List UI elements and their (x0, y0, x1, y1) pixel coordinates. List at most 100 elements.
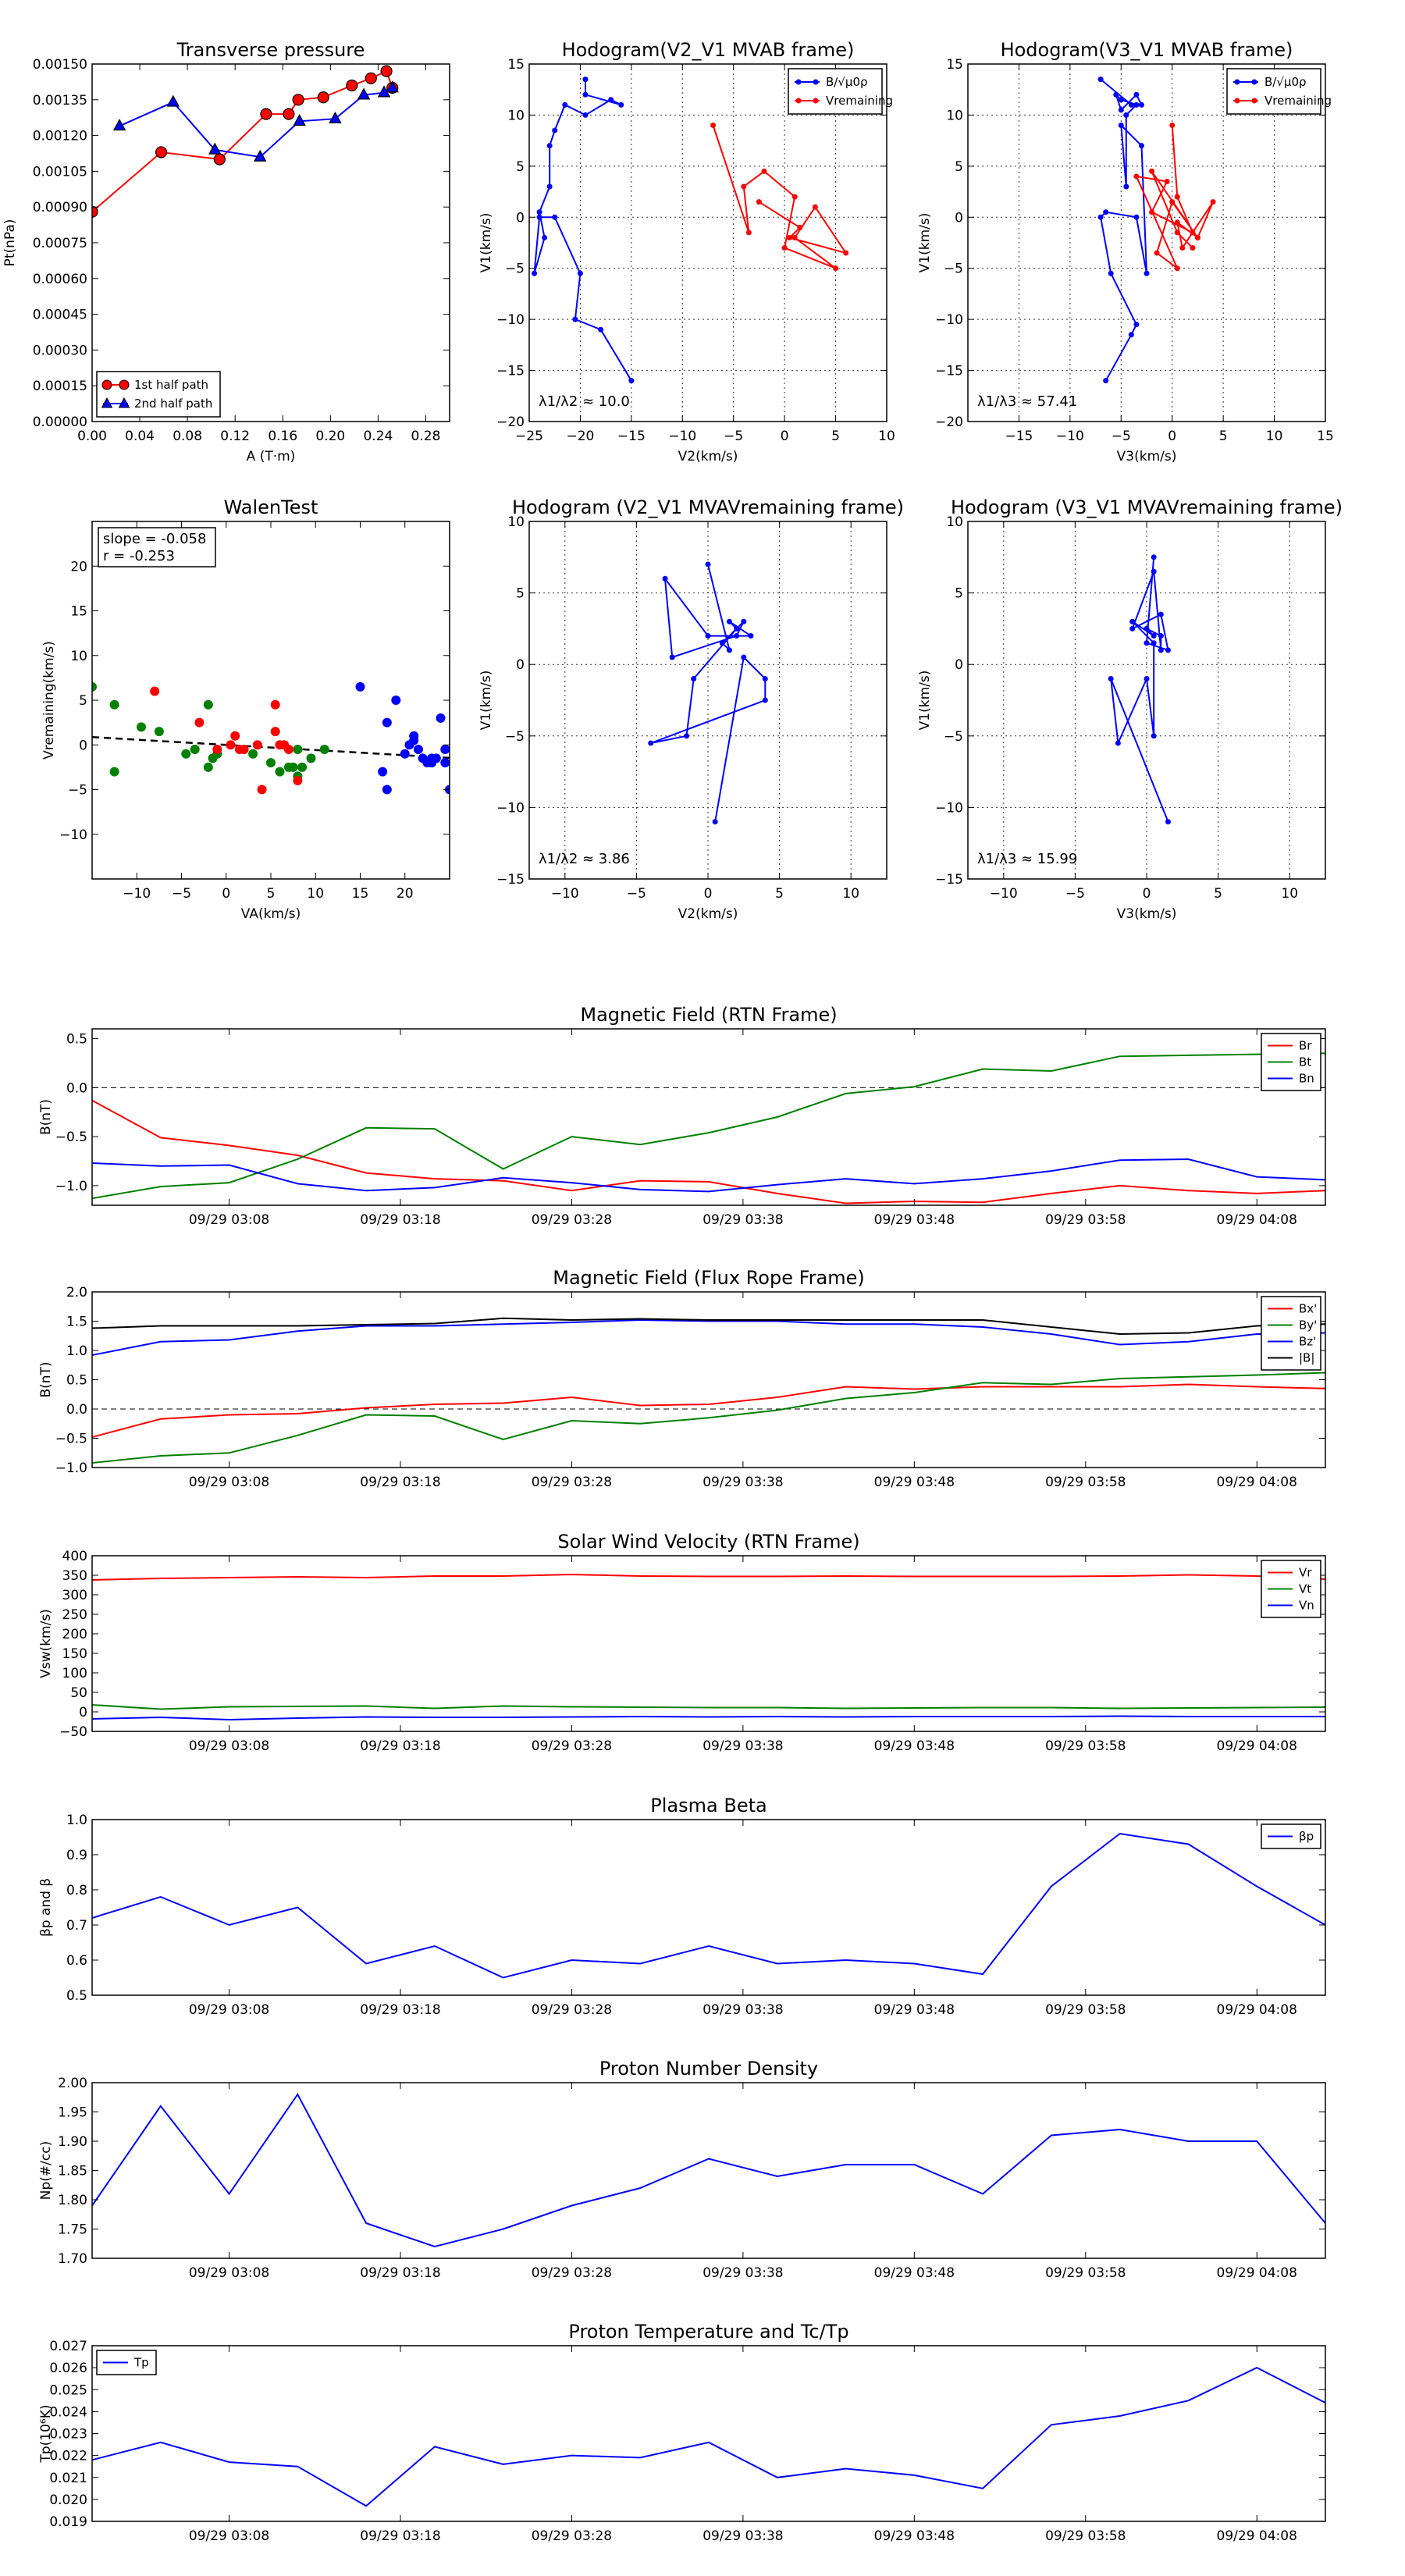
x-tick-label: −15 (617, 429, 646, 444)
series-line (92, 1383, 1325, 1438)
data-point (726, 647, 732, 653)
plot-frame (91, 1555, 1326, 1732)
data-point (382, 785, 392, 795)
x-tick-label: −10 (668, 429, 696, 444)
y-tick-label: 5 (516, 159, 525, 175)
data-point (1133, 173, 1140, 180)
y-tick-label: 1.5 (66, 1315, 87, 1330)
x-tick-label: 0 (1168, 429, 1176, 444)
chart-title: Hodogram(V2_V1 MVAB frame) (562, 39, 855, 61)
legend-entry: Bz' (1268, 1335, 1316, 1349)
series-p (92, 1832, 1325, 1979)
data-point (1128, 332, 1134, 338)
data-point (761, 168, 767, 174)
series-bt (92, 1052, 1325, 1200)
y-tick-label: −1.0 (55, 1179, 87, 1194)
x-tick-label: 09/29 03:58 (1045, 1475, 1126, 1490)
x-tick-label: 09/29 03:38 (702, 2265, 783, 2281)
y-axis-label: V1(km/s) (478, 213, 494, 273)
annotation-text: λ1/λ3 ≈ 57.41 (977, 393, 1077, 410)
series-line (92, 1317, 1325, 1336)
chart-walentest: −10 −5 0 5 10 15 20 −10 −5 0 5 10 15 20 WalenTest VA(km… (41, 496, 450, 922)
chart-title: Transverse pressure (176, 39, 365, 61)
y-tick-label: 1.0 (66, 1813, 87, 1828)
x-tick-label: 0 (704, 886, 713, 902)
y-tick-label: −15 (496, 364, 525, 379)
x-tick-label: −5 (724, 429, 743, 444)
grid (529, 521, 887, 879)
data-point (440, 758, 450, 768)
data-point (1158, 633, 1164, 639)
x-tick-label: 09/29 03:28 (532, 1212, 612, 1228)
data-point (283, 108, 295, 120)
x-tick-label: 09/29 03:08 (189, 2265, 269, 2281)
y-tick-label: 0.00135 (33, 93, 87, 109)
ticks: −10 −5 0 5 10 15 20 −10 −5 0 5 10 15 20 (59, 521, 450, 902)
y-tick-label: 150 (62, 1646, 87, 1662)
chart-title: Solar Wind Velocity (RTN Frame) (557, 1531, 859, 1553)
y-tick-label: 0.019 (49, 2514, 87, 2530)
data-point (213, 153, 226, 165)
y-tick-label: 0.00090 (33, 200, 87, 215)
y-tick-label: −10 (496, 800, 525, 816)
x-tick-label: 10 (1281, 886, 1298, 902)
chart-title: Magnetic Field (RTN Frame) (580, 1004, 837, 1026)
y-tick-label: 1.95 (58, 2105, 87, 2121)
x-tick-label: 09/29 04:08 (1217, 1212, 1297, 1228)
y-tick-label: 1.75 (58, 2222, 87, 2238)
data-point (1144, 625, 1150, 632)
legend-entry: |B| (1268, 1351, 1314, 1365)
data-point (762, 676, 768, 682)
data-point (812, 204, 818, 210)
series-line (92, 1832, 1325, 1979)
chart-title: WalenTest (224, 496, 318, 518)
data-point (436, 713, 446, 723)
data-point (552, 127, 558, 133)
legend-label: 1st half path (134, 378, 208, 392)
x-tick-label: 5 (1219, 429, 1228, 444)
annotation-box (98, 527, 216, 568)
legend-entry: Bx' (1268, 1302, 1317, 1316)
series-line (92, 2366, 1325, 2507)
data-point (608, 97, 614, 103)
ticks: 09/29 03:08 09/29 03:18 09/29 03:28 09/29 0… (59, 1549, 1325, 1754)
series-line (650, 564, 767, 822)
y-tick-label: 0.00150 (33, 57, 87, 73)
data-point (1154, 250, 1160, 256)
x-tick-label: 09/29 03:08 (189, 1738, 269, 1754)
y-tick-label: 2.00 (58, 2076, 87, 2091)
legend-label: Vr (1299, 1566, 1312, 1580)
y-tick-label: −5 (68, 783, 87, 799)
y-tick-label: 2.0 (66, 1285, 87, 1300)
series-line (1100, 78, 1147, 382)
data-point (572, 316, 578, 322)
data-point (297, 762, 308, 772)
data-point (662, 575, 668, 582)
series-bx (92, 1383, 1325, 1438)
series-vr (92, 1573, 1325, 1581)
data-point (382, 717, 392, 728)
data-point (292, 94, 304, 106)
plot-area (968, 64, 1325, 422)
x-tick-label: 09/29 03:48 (874, 2528, 955, 2544)
y-tick-label: 400 (62, 1549, 87, 1564)
plot-area (92, 521, 450, 879)
data-point (628, 378, 635, 384)
chart-plasma-beta: 09/29 03:08 09/29 03:18 09/29 03:28 09/29 0… (38, 1795, 1326, 2018)
x-tick-label: 0.20 (315, 429, 345, 444)
series-br (92, 1099, 1325, 1204)
x-axis-label: V3(km/s) (1117, 449, 1177, 464)
series-vremaining (710, 123, 849, 272)
x-tick-label: −10 (1056, 429, 1084, 444)
legend-label: βp (1299, 1830, 1314, 1844)
x-tick-label: 5 (267, 886, 276, 902)
x-tick-label: −15 (1005, 429, 1033, 444)
y-tick-label: 50 (70, 1685, 87, 1701)
data-point (1151, 568, 1157, 575)
data-point (1097, 214, 1104, 220)
data-point (1144, 270, 1150, 276)
chart-title: Hodogram(V3_V1 MVAB frame) (1001, 39, 1293, 61)
data-point (1129, 625, 1136, 632)
